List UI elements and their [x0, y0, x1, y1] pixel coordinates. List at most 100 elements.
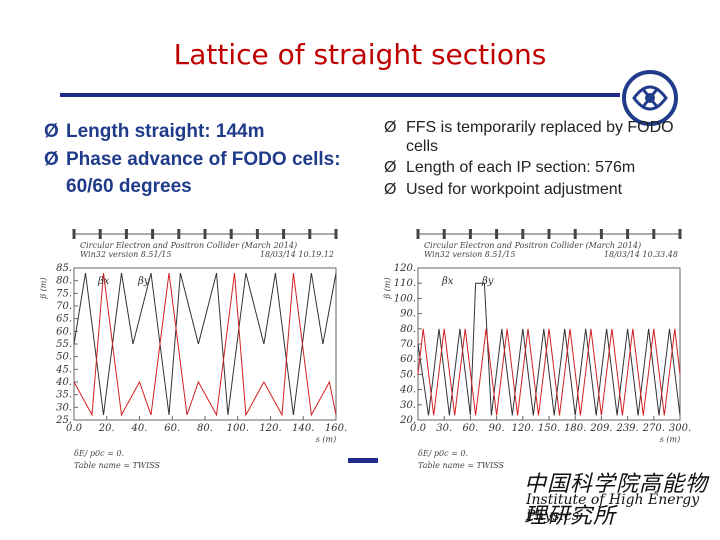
lattice-magnet-mark [416, 229, 420, 239]
y-tick-label: 90. [400, 309, 416, 320]
chart-footer-table: Table name = TWISS [74, 461, 161, 470]
lattice-magnet-mark [495, 229, 499, 239]
y-tick-label: 50. [400, 369, 416, 380]
y-tick-label: 30. [56, 402, 72, 413]
x-tick-label: 60. [462, 423, 478, 434]
lattice-magnet-mark [177, 229, 181, 239]
lattice-magnet-mark [521, 229, 525, 239]
lattice-magnet-mark [98, 229, 102, 239]
chart-timestamp: 18/03/14 10.19.12 [260, 250, 334, 259]
right-bullet-3: Ø Used for workpoint adjustment [384, 180, 684, 199]
x-tick-label: 100. [227, 423, 249, 434]
arrow-bullet-icon: Ø [384, 119, 397, 136]
chart-footer-delta: δE/ p0c = 0. [74, 449, 124, 458]
lattice-magnet-mark [599, 229, 603, 239]
separator-dash [348, 458, 378, 463]
chart-timestamp: 18/03/14 10.33.48 [604, 250, 678, 259]
lattice-magnet-mark [547, 229, 551, 239]
y-tick-label: 30. [400, 400, 416, 411]
x-tick-label: 40. [131, 423, 148, 434]
bullet-text: Used for workpoint adjustment [406, 180, 623, 198]
y-tick-label: 25. [55, 415, 72, 426]
y-tick-label: 55. [56, 339, 72, 350]
x-tick-label: 0.0 [410, 423, 427, 434]
y-axis-title: β (m) [40, 278, 48, 300]
x-tick-label: 160. [325, 423, 347, 434]
x-tick-label: 30. [436, 423, 452, 434]
y-tick-label: 65. [56, 314, 72, 325]
right-bullet-1: Ø FFS is temporarily replaced by FODO cel… [384, 118, 684, 156]
y-tick-label: 70. [56, 301, 72, 312]
legend-beta-y: βy [137, 276, 150, 287]
left-bullet-1: Ø Length straight: 144m [44, 118, 344, 146]
lattice-magnet-mark [72, 229, 76, 239]
arrow-bullet-icon: Ø [44, 121, 59, 142]
lattice-magnet-mark [334, 229, 338, 239]
chart-footer-delta: δE/ p0c = 0. [418, 449, 468, 458]
y-axis-title: β (m) [383, 278, 392, 300]
y-tick-label: 110. [394, 278, 416, 289]
lattice-magnet-mark [124, 229, 128, 239]
series-line-beta-y [417, 328, 681, 416]
institute-logo-icon [622, 70, 678, 126]
lattice-magnet-mark [308, 229, 312, 239]
lattice-magnet-mark [626, 229, 630, 239]
lattice-magnet-mark [573, 229, 577, 239]
institute-english-name: Institute of High Energy Physics [526, 492, 700, 524]
x-tick-label: 0.0 [66, 423, 83, 434]
title-underline [60, 93, 620, 97]
lattice-magnet-mark [151, 229, 155, 239]
y-tick-label: 75. [56, 288, 72, 299]
beta-function-chart-straight: Circular Electron and Positron Collider … [40, 229, 347, 470]
left-bullet-2: Ø Phase advance of FODO cells: 60/60 degr… [44, 146, 344, 201]
y-tick-label: 35. [56, 390, 72, 401]
y-tick-label: 20. [399, 415, 416, 426]
y-tick-label: 60. [56, 326, 72, 337]
y-tick-label: 80. [400, 324, 416, 335]
lattice-magnet-mark [468, 229, 472, 239]
lattice-magnet-mark [255, 229, 259, 239]
series-line-beta-y [73, 273, 337, 417]
arrow-bullet-icon: Ø [384, 159, 397, 177]
x-tick-label: 140. [292, 423, 314, 434]
x-tick-label: 239. [615, 423, 638, 434]
legend-beta-x: βx [97, 276, 110, 287]
y-tick-label: 80. [56, 276, 72, 287]
y-tick-label: 40. [55, 377, 72, 388]
x-tick-label: 60. [164, 423, 180, 434]
y-tick-label: 60. [400, 354, 416, 365]
left-bullet-list: Ø Length straight: 144m Ø Phase advance of… [44, 118, 344, 201]
chart-header: Circular Electron and Positron Collider … [80, 241, 297, 250]
lattice-magnet-mark [652, 229, 656, 239]
x-tick-label: 180. [564, 423, 586, 434]
y-tick-label: 70. [400, 339, 416, 350]
series-line-beta-x [73, 272, 337, 415]
page-title: Lattice of straight sections [173, 38, 547, 71]
y-tick-label: 100. [394, 293, 416, 304]
x-tick-label: 150. [538, 423, 560, 434]
x-axis-title: s (m) [316, 435, 336, 444]
x-tick-label: 90. [489, 423, 505, 434]
arrow-bullet-icon: Ø [44, 148, 59, 170]
y-tick-label: 85. [56, 263, 72, 274]
chart-header: Circular Electron and Positron Collider … [424, 241, 641, 250]
lattice-magnet-mark [442, 229, 446, 239]
series-line-beta-x [417, 282, 681, 416]
beta-function-chart-ip-section: Circular Electron and Positron Collider … [383, 229, 691, 470]
lattice-magnet-mark [678, 229, 682, 239]
x-tick-label: 80. [197, 423, 213, 434]
chart-version: Win32 version 8.51/15 [424, 250, 515, 259]
chart-footer-table: Table name = TWISS [418, 461, 505, 470]
x-tick-label: 270. [642, 423, 665, 434]
x-tick-label: 20. [98, 423, 115, 434]
legend-beta-y: βy [481, 276, 494, 287]
bullet-text: FFS is temporarily replaced by FODO cell… [406, 119, 674, 156]
x-tick-label: 120. [259, 423, 281, 434]
bullet-text: Phase advance of FODO cells: 60/60 degre… [66, 148, 341, 198]
right-bullet-list: Ø FFS is temporarily replaced by FODO cel… [384, 118, 684, 201]
bullet-text: Length straight: 144m [66, 121, 265, 142]
lattice-magnet-mark [229, 229, 233, 239]
plot-frame [73, 267, 337, 421]
arrow-bullet-icon: Ø [384, 180, 397, 198]
y-tick-label: 50. [56, 352, 72, 363]
